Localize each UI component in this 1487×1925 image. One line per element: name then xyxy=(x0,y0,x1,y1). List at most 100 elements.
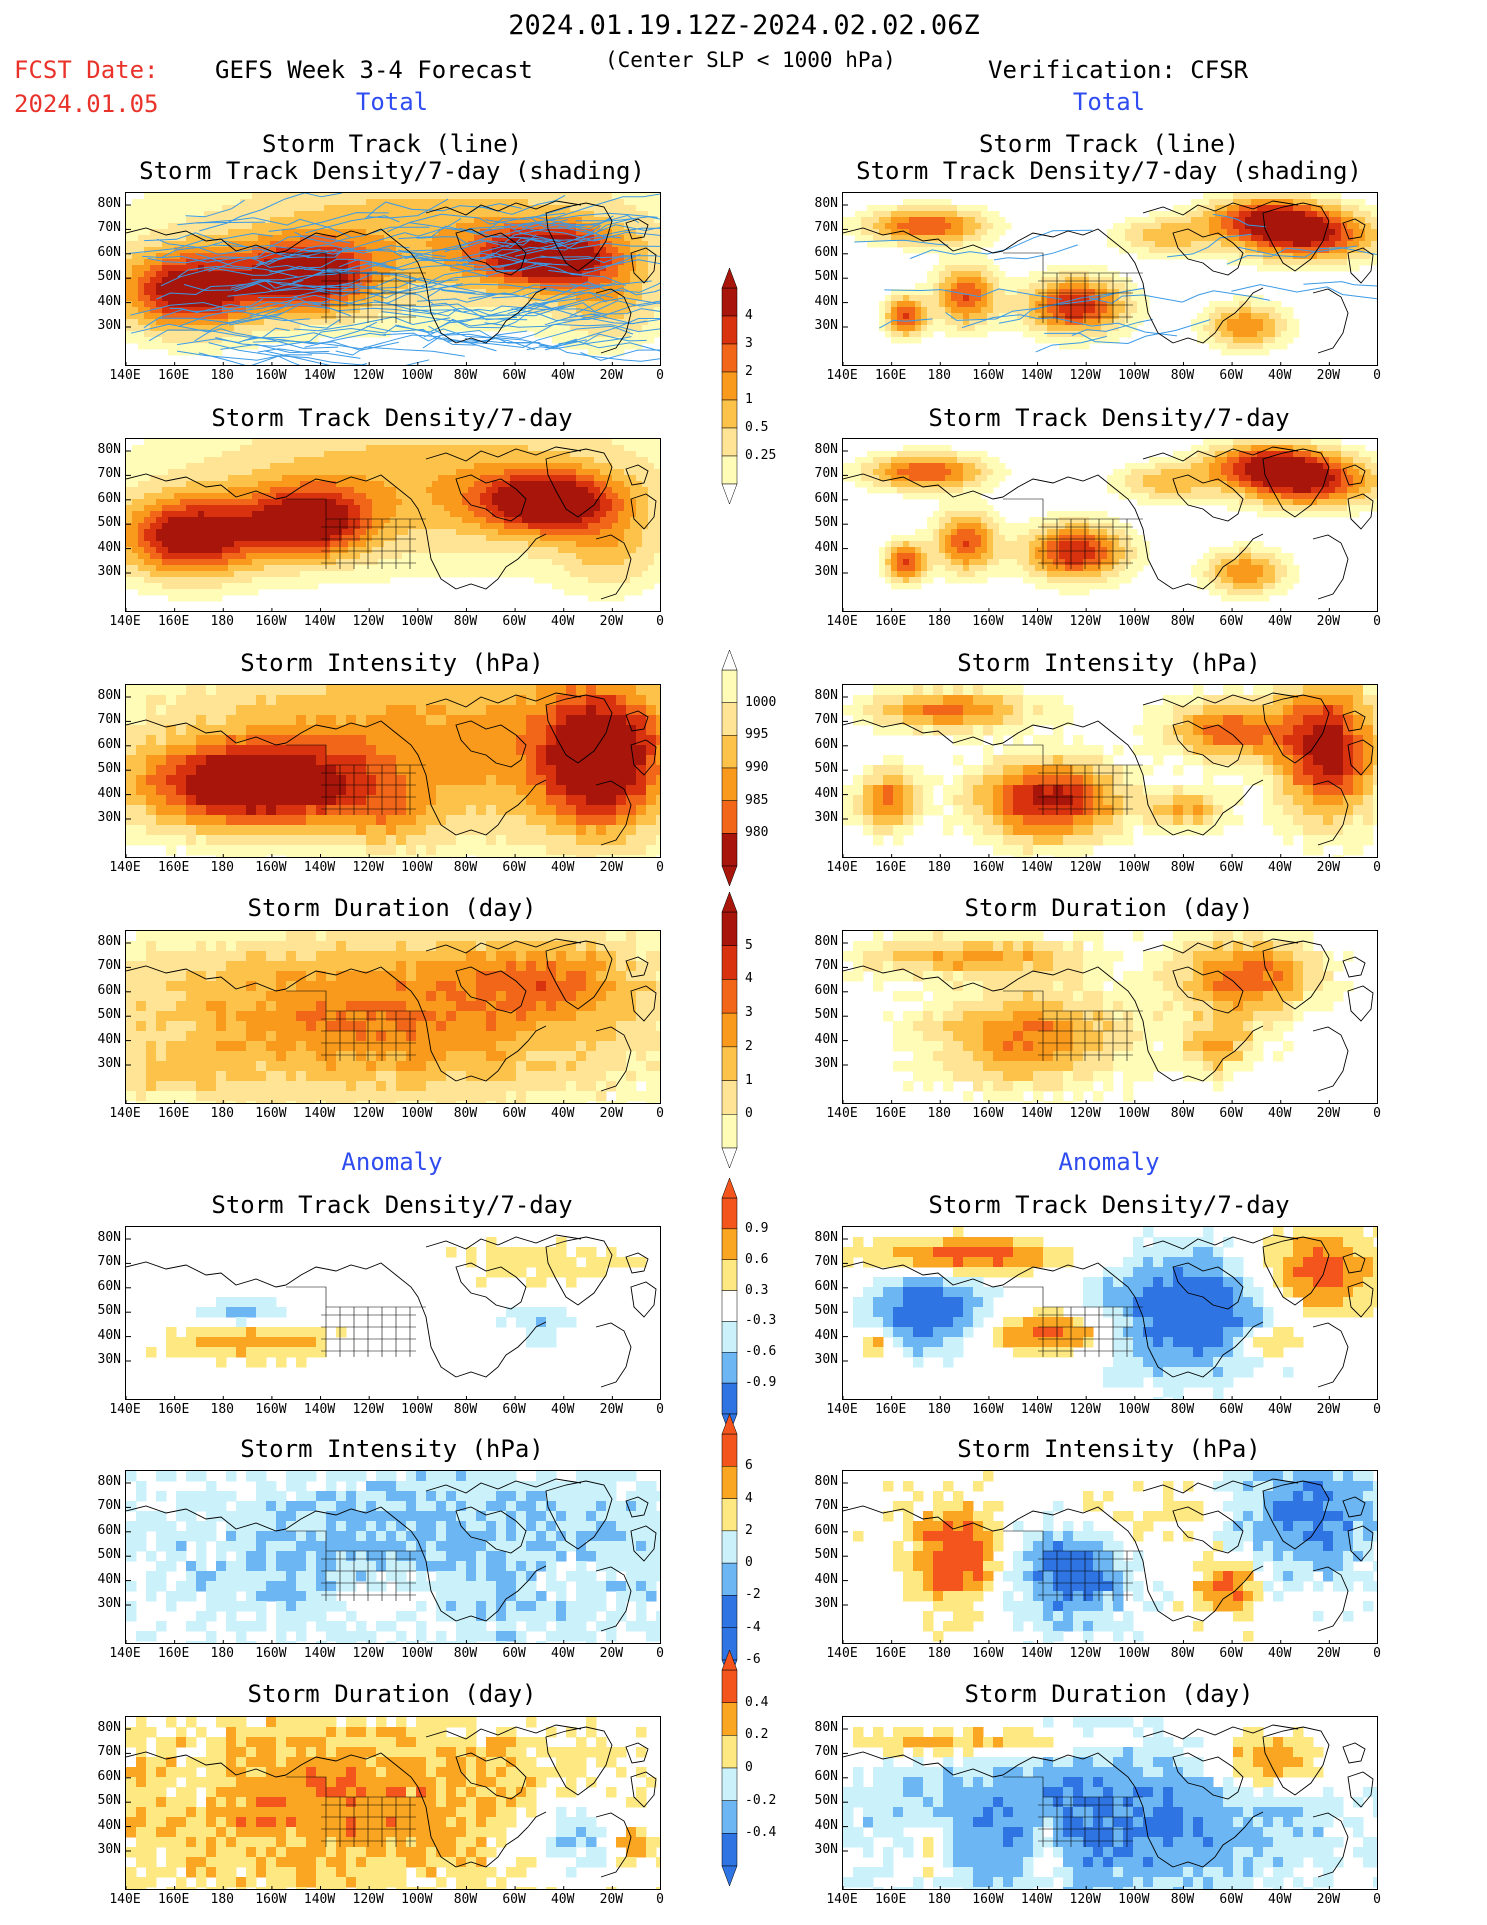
cfsr-intensity-anom-svg xyxy=(843,1471,1377,1643)
cfsr-duration-ytick: 70N xyxy=(814,958,838,974)
colorbar-density-total-label: 1 xyxy=(745,392,753,407)
cfsr-intensity-xtick: 60W xyxy=(1219,860,1243,875)
cfsr-intensity-ytick: 30N xyxy=(814,810,838,825)
cfsr-density-xtick: 20W xyxy=(1316,614,1341,629)
gefs-density-xtick: 140W xyxy=(303,614,336,629)
gefs-duration-anom-xtick: 140E xyxy=(109,1892,141,1907)
gefs-density-anom-ytick: 40N xyxy=(97,1327,121,1343)
gefs-duration-xtick: 120W xyxy=(352,1106,384,1121)
cfsr-duration-ytick: 80N xyxy=(814,934,838,949)
cfsr-intensity-xtick: 20W xyxy=(1316,860,1341,875)
fcst-date-value: 2024.01.05 xyxy=(14,90,159,118)
cfsr-duration-coastlines xyxy=(843,938,1374,1092)
colorbar-duration-total-label: 0 xyxy=(745,1106,753,1122)
cfsr-duration-xtick: 160W xyxy=(972,1106,1004,1121)
cfsr-density-anom-ytick: 70N xyxy=(814,1254,838,1270)
cfsr-density-ytick: 40N xyxy=(814,539,838,555)
panel-title-intensity-anom-right: Storm Intensity (hPa) xyxy=(957,1435,1261,1463)
gefs-density-xtick: 120W xyxy=(352,614,384,629)
gefs-duration-ytick: 80N xyxy=(97,934,121,949)
gefs-duration-anom-xtick: 80W xyxy=(453,1892,478,1907)
panel-title-duration-right: Storm Duration (day) xyxy=(964,894,1254,922)
gefs-track-ytick: 40N xyxy=(97,293,121,309)
cfsr-intensity-xtick: 40W xyxy=(1267,860,1292,875)
cfsr-track-xtick: 160E xyxy=(874,368,907,383)
panel-title-duration-anom-right: Storm Duration (day) xyxy=(964,1680,1254,1708)
gefs-intensity-xtick: 60W xyxy=(502,860,526,875)
colorbar-duration-anom-label: 0 xyxy=(745,1760,753,1775)
cfsr-intensity-xtick: 180 xyxy=(927,860,952,875)
cfsr-density-xtick: 0 xyxy=(1373,614,1381,629)
gefs-duration-ytick: 60N xyxy=(97,982,121,998)
cfsr-duration-anom-xtick: 180 xyxy=(927,1892,952,1907)
cfsr-intensity-anom-ytick: 40N xyxy=(814,1571,838,1587)
gefs-intensity-anom-xtick: 20W xyxy=(599,1646,624,1661)
colorbar-duration-total-label: 4 xyxy=(745,971,753,987)
gefs-density-ytick: 70N xyxy=(97,466,121,482)
cfsr-density-anom-xtick: 160E xyxy=(874,1402,907,1417)
gefs-track-ytick: 70N xyxy=(97,220,121,236)
cfsr-intensity-anom-xtick: 180 xyxy=(927,1646,952,1661)
gefs-density-anom-xtick: 180 xyxy=(210,1402,235,1417)
colorbar-density-anom-label: -0.9 xyxy=(745,1375,777,1391)
gefs-track-coastlines xyxy=(126,200,657,354)
cfsr-density-xtick: 160E xyxy=(874,614,907,629)
gefs-track-xtick: 160E xyxy=(157,368,190,383)
cfsr-track-xtick: 160W xyxy=(972,368,1004,383)
cfsr-duration-xtick: 140E xyxy=(826,1106,858,1121)
gefs-duration-map xyxy=(125,930,661,1104)
gefs-density-coastlines xyxy=(126,446,657,600)
gefs-track-svg xyxy=(126,193,660,365)
gefs-density-map xyxy=(125,438,661,612)
gefs-density-anom-xtick: 40W xyxy=(550,1402,575,1417)
gefs-intensity-xtick: 80W xyxy=(453,860,478,875)
colorbar-density-anom-label: -0.3 xyxy=(745,1313,777,1329)
cfsr-duration-ytick: 40N xyxy=(814,1031,838,1047)
gefs-density-xtick: 160E xyxy=(157,614,190,629)
gefs-track-xtick: 60W xyxy=(502,368,526,383)
cfsr-track-xtick: 20W xyxy=(1316,368,1341,383)
gefs-duration-anom-coastlines xyxy=(126,1724,657,1878)
colorbar-density-total-label: 0.5 xyxy=(745,420,769,435)
gefs-intensity-map xyxy=(125,684,661,858)
cfsr-density-xtick: 60W xyxy=(1219,614,1243,629)
cfsr-intensity-anom-map xyxy=(842,1470,1378,1644)
gefs-track-ytick: 50N xyxy=(97,269,121,285)
gefs-track-xtick: 40W xyxy=(550,368,575,383)
gefs-duration-anom-ytick: 80N xyxy=(97,1720,121,1735)
cfsr-track-ytick: 40N xyxy=(814,293,838,309)
colorbar-density-total xyxy=(721,268,738,504)
colorbar-duration-total-label: 5 xyxy=(745,937,753,953)
gefs-track-ytick: 80N xyxy=(97,196,121,211)
cfsr-duration-anom-xtick: 120W xyxy=(1069,1892,1101,1907)
colorbar-density-total-label: 0.25 xyxy=(745,448,777,463)
gefs-duration-anom-ytick: 70N xyxy=(97,1744,121,1760)
gefs-duration-ytick: 70N xyxy=(97,958,121,974)
gefs-duration-xtick: 80W xyxy=(453,1106,478,1121)
colorbar-intensity-total xyxy=(721,650,738,886)
gefs-intensity-xtick: 140W xyxy=(303,860,336,875)
cfsr-density-ytick: 80N xyxy=(814,442,838,457)
anomaly-label-right: Anomaly xyxy=(1058,1148,1160,1176)
cfsr-density-anom-xtick: 20W xyxy=(1316,1402,1341,1417)
colorbar-intensity-total-label: 985 xyxy=(745,792,769,808)
gefs-duration-xtick: 180 xyxy=(210,1106,235,1121)
cfsr-track-ytick: 50N xyxy=(814,269,838,285)
gefs-density-xtick: 100W xyxy=(401,614,433,629)
cfsr-duration-xtick: 0 xyxy=(1373,1106,1381,1121)
cfsr-track-xtick: 100W xyxy=(1118,368,1150,383)
cfsr-density-anom-coastlines xyxy=(843,1234,1374,1388)
gefs-density-xtick: 160W xyxy=(255,614,287,629)
gefs-duration-anom-xtick: 120W xyxy=(352,1892,384,1907)
cfsr-density-anom-ytick: 40N xyxy=(814,1327,838,1343)
cfsr-density-xtick: 160W xyxy=(972,614,1004,629)
gefs-track-xtick: 20W xyxy=(599,368,624,383)
cfsr-duration-xtick: 120W xyxy=(1069,1106,1101,1121)
cfsr-density-ytick: 30N xyxy=(814,564,838,579)
cfsr-density-ytick: 50N xyxy=(814,515,838,531)
cfsr-track-ytick: 60N xyxy=(814,244,838,260)
gefs-intensity-anom-ytick: 70N xyxy=(97,1498,121,1514)
cfsr-duration-anom-xtick: 0 xyxy=(1373,1892,1381,1907)
cfsr-duration-anom-ytick: 40N xyxy=(814,1817,838,1833)
gefs-density-anom-xtick: 140E xyxy=(109,1402,141,1417)
